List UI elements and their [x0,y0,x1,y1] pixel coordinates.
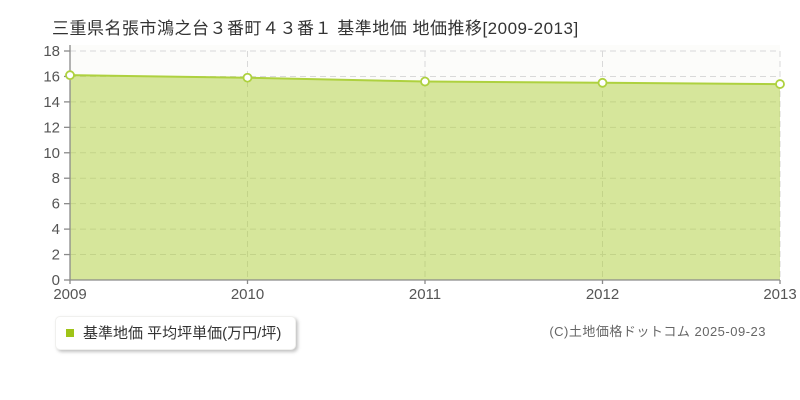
legend-marker-icon [66,328,74,337]
y-tick-label: 2 [52,247,60,264]
data-point-marker [597,77,608,88]
copyright-text: (C)土地価格ドットコム 2025-09-23 [549,324,766,339]
y-tick-label: 16 [43,68,60,85]
y-tick-label: 4 [52,221,60,238]
legend: 基準地価 平均坪単価(万円/坪) [55,316,297,350]
y-tick-label: 14 [43,94,60,111]
y-tick-label: 12 [43,119,60,136]
data-point-marker [775,79,785,89]
y-tick-label: 6 [52,196,60,213]
x-tick-label: 2013 [763,286,796,303]
y-tick-label: 0 [52,272,60,289]
data-point-marker [242,72,253,83]
y-tick-label: 10 [43,145,60,162]
x-tick-label: 2010 [231,286,264,303]
legend-label: 基準地価 平均坪単価(万円/坪) [83,325,282,342]
data-point-marker [65,70,75,81]
x-tick-label: 2012 [586,286,619,303]
y-tick-label: 18 [43,43,60,60]
y-tick-label: 8 [52,170,60,187]
x-tick-label: 2011 [409,286,441,303]
x-tick-label: 2009 [53,286,86,303]
area-fill [70,75,780,280]
data-point-marker [420,76,430,87]
page-title: 三重県名張市鴻之台３番町４３番１ 基準地価 地価推移[2009-2013] [52,19,579,38]
